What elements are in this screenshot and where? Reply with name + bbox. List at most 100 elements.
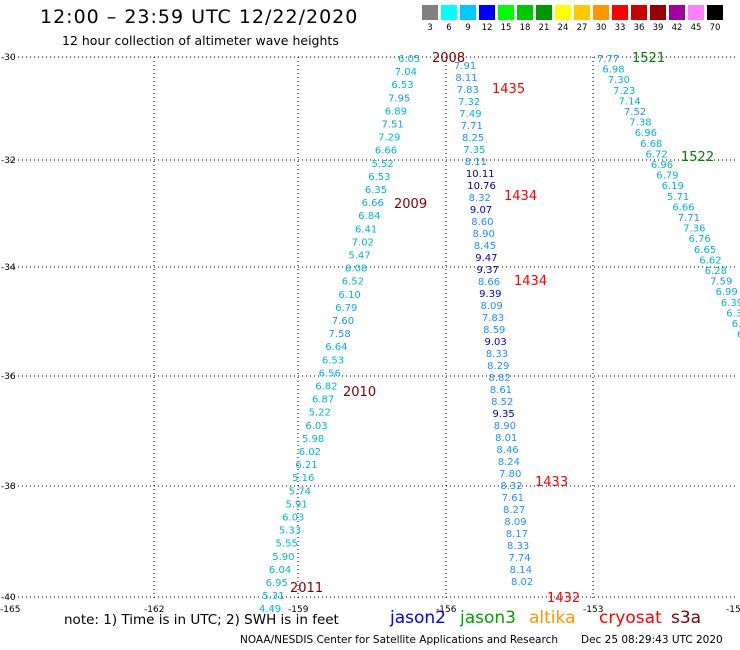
wave-height-value: 8.27 <box>503 505 525 516</box>
wave-height-value: 8.11 <box>455 73 477 84</box>
wave-height-value: 8.45 <box>474 241 496 252</box>
legend-swatch <box>631 5 647 20</box>
legend-swatch <box>479 5 495 20</box>
pass-time-label: 2011 <box>290 581 323 596</box>
legend-label: 6 <box>446 23 452 33</box>
wave-height-value: 7.35 <box>463 145 485 156</box>
wave-height-value: 6.65 <box>694 245 716 256</box>
legend-label: 12 <box>481 23 493 33</box>
legend-swatch <box>555 5 571 20</box>
wave-height-value: 6. <box>732 319 740 330</box>
axis-labels: -30 -32 -34 -36 -38 -40 -165 -162 -159 -156 -153 -1… <box>0 53 740 615</box>
wave-height-value: 5.90 <box>272 552 294 563</box>
wave-height-value: 5.22 <box>309 408 331 419</box>
wave-height-value: 6.41 <box>355 224 377 235</box>
wave-height-value: 8.33 <box>507 541 529 552</box>
wave-height-value: 7.61 <box>502 493 524 504</box>
legend-swatch <box>688 5 704 20</box>
wave-height-value: 8.60 <box>471 217 493 228</box>
legend-swatch <box>612 5 628 20</box>
wave-height-value: 6.79 <box>335 303 357 314</box>
wave-height-value: 8.14 <box>510 565 532 576</box>
longitude-label: -156 <box>436 605 457 615</box>
wave-height-value: 6.79 <box>656 171 678 182</box>
legend-swatch <box>593 5 609 20</box>
wave-height-value: 9.47 <box>475 253 497 264</box>
legend-label: 9 <box>465 23 471 33</box>
wave-height-value: 6.52 <box>342 277 364 288</box>
wave-height-value: 6 <box>737 330 740 341</box>
wave-height-value: 8.52 <box>491 397 513 408</box>
wave-height-value: 6.05 <box>398 54 420 65</box>
wave-height-value: 6.53 <box>368 172 390 183</box>
wave-height-value: 5.33 <box>279 526 301 537</box>
legend-label: 45 <box>690 23 702 33</box>
track-time-labels: 2008 2009 2010 2011 1435 1434 1434 1433 1432 1521… <box>290 51 714 606</box>
wave-height-value: 6.08 <box>345 264 367 275</box>
wave-height-value: 6.39 <box>721 298 740 309</box>
wave-height-value: 6.84 <box>358 211 380 222</box>
legend-label: 42 <box>671 23 683 33</box>
wave-height-value: 7.60 <box>332 316 354 327</box>
longitude-label: -165 <box>0 605 20 615</box>
latitude-label: -32 <box>1 156 16 166</box>
track-1521-1522: 7.776.987.307.237.147.527.386.966.686.72… <box>597 54 740 341</box>
legend-label: 36 <box>633 23 645 33</box>
wave-height-value: 6.87 <box>312 395 334 406</box>
wave-height-value: 6.53 <box>322 355 344 366</box>
satellite-jason3: jason3 <box>460 608 516 628</box>
wave-height-value: 8.29 <box>487 361 509 372</box>
wave-height-value: 8.90 <box>473 229 495 240</box>
pass-time-label: 1434 <box>514 274 547 289</box>
legend-label: 3 <box>427 23 433 33</box>
wave-height-value: 8.33 <box>486 349 508 360</box>
wave-height-value: 7.30 <box>608 75 630 86</box>
wave-height-value: 6.96 <box>651 160 673 171</box>
wave-height-value: 8.46 <box>496 445 518 456</box>
wave-height-value: 6.56 <box>319 368 341 379</box>
wave-height-value: 7.71 <box>461 121 483 132</box>
wave-height-value: 8.11 <box>465 157 487 168</box>
longitude-label: -162 <box>144 605 164 615</box>
wave-height-value: 7.04 <box>395 67 417 78</box>
latitude-label: -30 <box>1 53 16 63</box>
wave-height-value: 6.96 <box>635 128 657 139</box>
wave-height-value: 8.01 <box>495 433 517 444</box>
wave-height-value: 7.80 <box>499 469 521 480</box>
lat-lon-grid <box>10 56 738 600</box>
wave-height-value: 8.82 <box>488 373 510 384</box>
wave-height-value: 7.58 <box>329 329 351 340</box>
legend-swatch <box>441 5 457 20</box>
wave-height-value: 8.24 <box>498 457 520 468</box>
wave-height-value: 6.02 <box>299 447 321 458</box>
wave-height-value: 7.29 <box>378 133 400 144</box>
pass-time-label: 1435 <box>492 82 525 97</box>
legend-swatch <box>460 5 476 20</box>
wave-height-value: 7.49 <box>459 109 481 120</box>
satellite-tracks: 6.05 7.04 6.53 7.95 6.89 7.51 7.29 6.66 5.52 6.53… <box>259 54 740 615</box>
legend-label: 24 <box>557 23 569 33</box>
wave-height-value: 7.38 <box>629 118 651 129</box>
wave-height-value: 8.90 <box>494 421 516 432</box>
pass-time-label: 2008 <box>432 51 465 66</box>
legend-label: 27 <box>576 23 588 33</box>
legend-label: 18 <box>519 23 531 33</box>
track-2008-2011: 6.05 7.04 6.53 7.95 6.89 7.51 7.29 6.66 5.52 6.53… <box>259 54 420 615</box>
wave-height-value: 8.59 <box>483 325 505 336</box>
legend-label: 33 <box>614 23 626 33</box>
pass-time-label: 1434 <box>504 189 537 204</box>
wave-height-value: 5.52 <box>372 159 394 170</box>
longitude-label: -150 <box>726 605 740 615</box>
pass-time-label: 2010 <box>343 385 376 400</box>
wave-height-value: 6.04 <box>269 565 291 576</box>
wave-height-value: 9.39 <box>479 289 501 300</box>
legend-swatch <box>707 5 723 20</box>
track-1432-1435: 7.918.117.837.327.497.718.257.358.1110.1… <box>454 61 533 588</box>
wave-height-value: 7.23 <box>613 86 635 97</box>
wave-height-value: 7.77 <box>597 54 619 65</box>
wave-height-value: 4.49 <box>259 604 281 615</box>
wave-height-value: 8.32 <box>500 481 522 492</box>
pass-time-label: 1521 <box>632 51 665 66</box>
legend-label: 21 <box>538 23 550 33</box>
